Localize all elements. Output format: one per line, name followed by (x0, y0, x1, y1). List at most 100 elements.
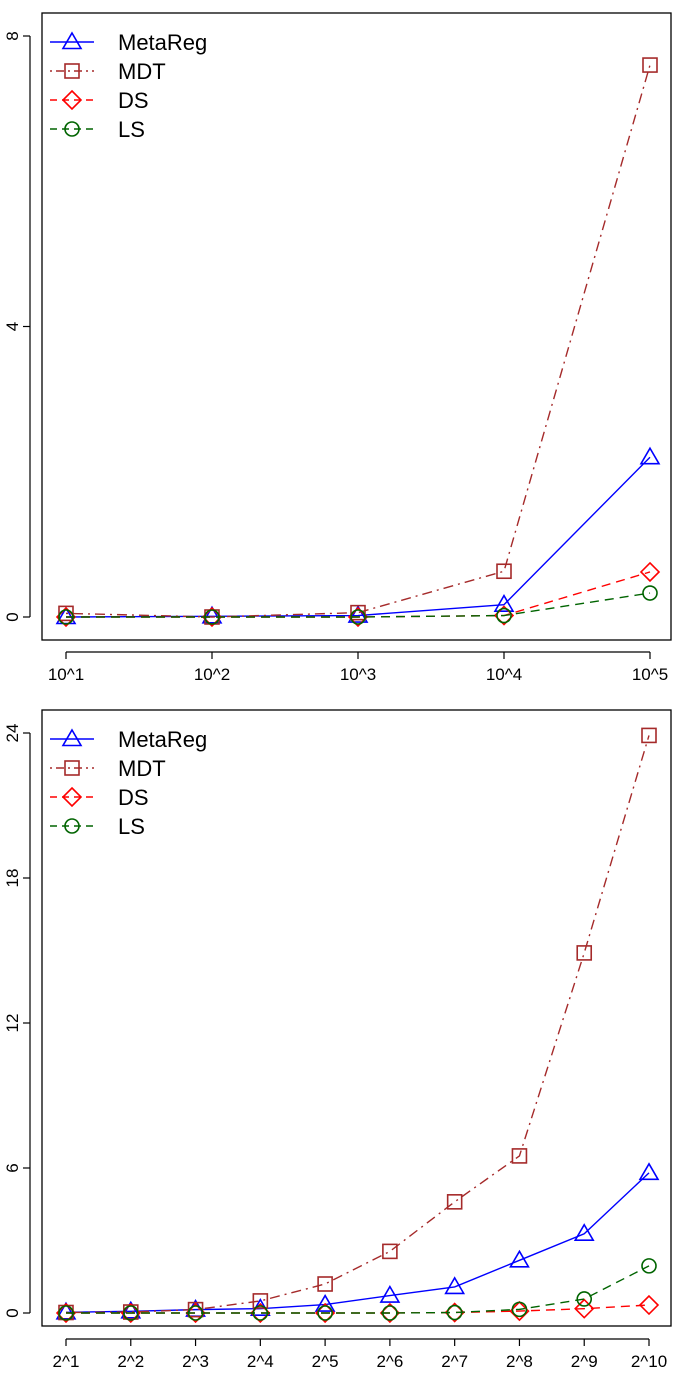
chart1-legend: MetaReg MDT DS LS (50, 30, 207, 142)
data-point-ds (574, 1298, 595, 1319)
legend-marker-ls (64, 121, 80, 137)
y-tick-label: 8 (3, 31, 22, 40)
legend-label-ds: DS (118, 88, 149, 113)
legend-label-mdt: MDT (118, 59, 166, 84)
x-tick-label: 2^3 (182, 1352, 209, 1371)
data-point-metareg (347, 604, 369, 623)
chart2-series-metareg (55, 1162, 660, 1320)
legend-marker-metareg (61, 728, 83, 747)
data-point-ls (58, 1305, 74, 1321)
data-point-ls (382, 1305, 398, 1321)
data-point-mdt (641, 727, 657, 744)
chart2-plot-frame (41, 709, 672, 1327)
series-line-ls (66, 1265, 650, 1314)
data-point-ls (122, 1305, 139, 1321)
data-point-ls (58, 609, 74, 625)
data-point-mdt (496, 563, 512, 580)
chart1-series-metareg (55, 446, 661, 625)
data-point-ds (638, 1294, 660, 1316)
top-chart: 10^1 10^2 10^3 10^4 10^5 0 4 8 MetaReg MDT DS LS (3, 12, 672, 684)
y-tick-label: 24 (3, 724, 22, 743)
data-point-metareg (638, 1162, 660, 1181)
data-point-mdt (576, 945, 593, 961)
legend-label-ds: DS (118, 785, 149, 810)
data-point-ls (252, 1305, 269, 1321)
series-line-metareg (65, 1172, 650, 1313)
x-tick-label: 10^1 (48, 665, 84, 684)
series-line-metareg (65, 456, 651, 618)
data-point-mdt (350, 604, 366, 621)
y-tick-label: 0 (3, 612, 22, 621)
chart2-legend: MetaReg MDT DS LS (50, 727, 207, 839)
chart1-series-mdt (58, 57, 658, 625)
data-point-ls (204, 609, 220, 625)
data-point-mdt (58, 605, 74, 622)
data-point-metareg (201, 605, 223, 624)
x-tick-label: 10^4 (486, 665, 522, 684)
x-tick-label: 10^2 (194, 665, 230, 684)
data-point-mdt (382, 1243, 398, 1260)
data-point-ls (641, 1258, 657, 1274)
data-point-ds (509, 1300, 530, 1322)
data-point-metareg (314, 1293, 336, 1312)
data-point-ls (446, 1304, 463, 1321)
x-tick-label: 2^4 (247, 1352, 274, 1371)
data-point-metareg (444, 1276, 466, 1295)
data-point-mdt (642, 57, 658, 73)
series-line-ds (66, 1304, 650, 1314)
bottom-chart: 2^1 2^2 2^3 2^4 2^5 2^6 2^7 2^8 2^9 2^10 0 6 12 18 24 M… (3, 709, 672, 1371)
data-point-mdt (317, 1276, 333, 1292)
x-tick-label: 10^5 (632, 665, 668, 684)
data-point-ls (642, 585, 658, 601)
chart2-series-ls (58, 1258, 657, 1321)
chart1-plot-frame (41, 12, 672, 641)
chart1-x-axis: 10^1 10^2 10^3 10^4 10^5 (48, 651, 668, 684)
x-tick-label: 2^6 (376, 1352, 403, 1371)
y-tick-label: 0 (3, 1308, 22, 1317)
data-point-metareg (573, 1223, 595, 1242)
legend-label-mdt: MDT (118, 756, 166, 781)
x-tick-label: 2^10 (631, 1352, 667, 1371)
series-line-mdt (65, 735, 650, 1314)
chart1-series-ls (58, 585, 658, 625)
legend-label-metareg: MetaReg (118, 30, 207, 55)
data-point-mdt (511, 1148, 528, 1164)
data-point-ls (187, 1305, 204, 1321)
data-point-ls (511, 1301, 528, 1318)
y-tick-label: 12 (3, 1014, 22, 1033)
data-point-ls (317, 1305, 333, 1321)
x-tick-label: 2^1 (53, 1352, 80, 1371)
data-point-ls (496, 607, 512, 624)
x-tick-label: 2^9 (571, 1352, 598, 1371)
data-point-metareg (509, 1249, 530, 1268)
data-point-metareg (639, 446, 661, 465)
x-tick-label: 2^5 (312, 1352, 339, 1371)
data-point-ls (576, 1291, 593, 1307)
legend-label-ls: LS (118, 117, 145, 142)
legend-label-metareg: MetaReg (118, 727, 207, 752)
series-line-ls (66, 592, 651, 618)
data-point-ls (350, 609, 366, 625)
data-point-metareg (379, 1285, 401, 1303)
data-point-mdt (446, 1194, 463, 1210)
y-tick-label: 18 (3, 869, 22, 888)
chart1-y-axis: 0 4 8 (3, 31, 31, 622)
data-point-metareg (120, 1300, 142, 1319)
x-tick-label: 2^8 (506, 1352, 533, 1371)
legend-marker-ls (64, 818, 80, 834)
legend-label-ls: LS (118, 814, 145, 839)
y-tick-label: 4 (3, 322, 22, 331)
chart2-series-mdt (58, 727, 657, 1321)
x-tick-label: 2^2 (117, 1352, 144, 1371)
y-tick-label: 6 (3, 1163, 22, 1172)
x-tick-label: 2^7 (441, 1352, 468, 1371)
legend-marker-ds (61, 786, 83, 808)
chart2-x-axis: 2^1 2^2 2^3 2^4 2^5 2^6 2^7 2^8 2^9 2^10 (53, 1338, 667, 1371)
legend-marker-mdt (64, 760, 80, 776)
data-point-metareg (493, 594, 515, 612)
legend-marker-ds (61, 89, 83, 111)
x-tick-label: 10^3 (340, 665, 376, 684)
legend-marker-mdt (64, 63, 80, 79)
data-point-ds (639, 561, 661, 583)
legend-marker-metareg (61, 31, 83, 50)
